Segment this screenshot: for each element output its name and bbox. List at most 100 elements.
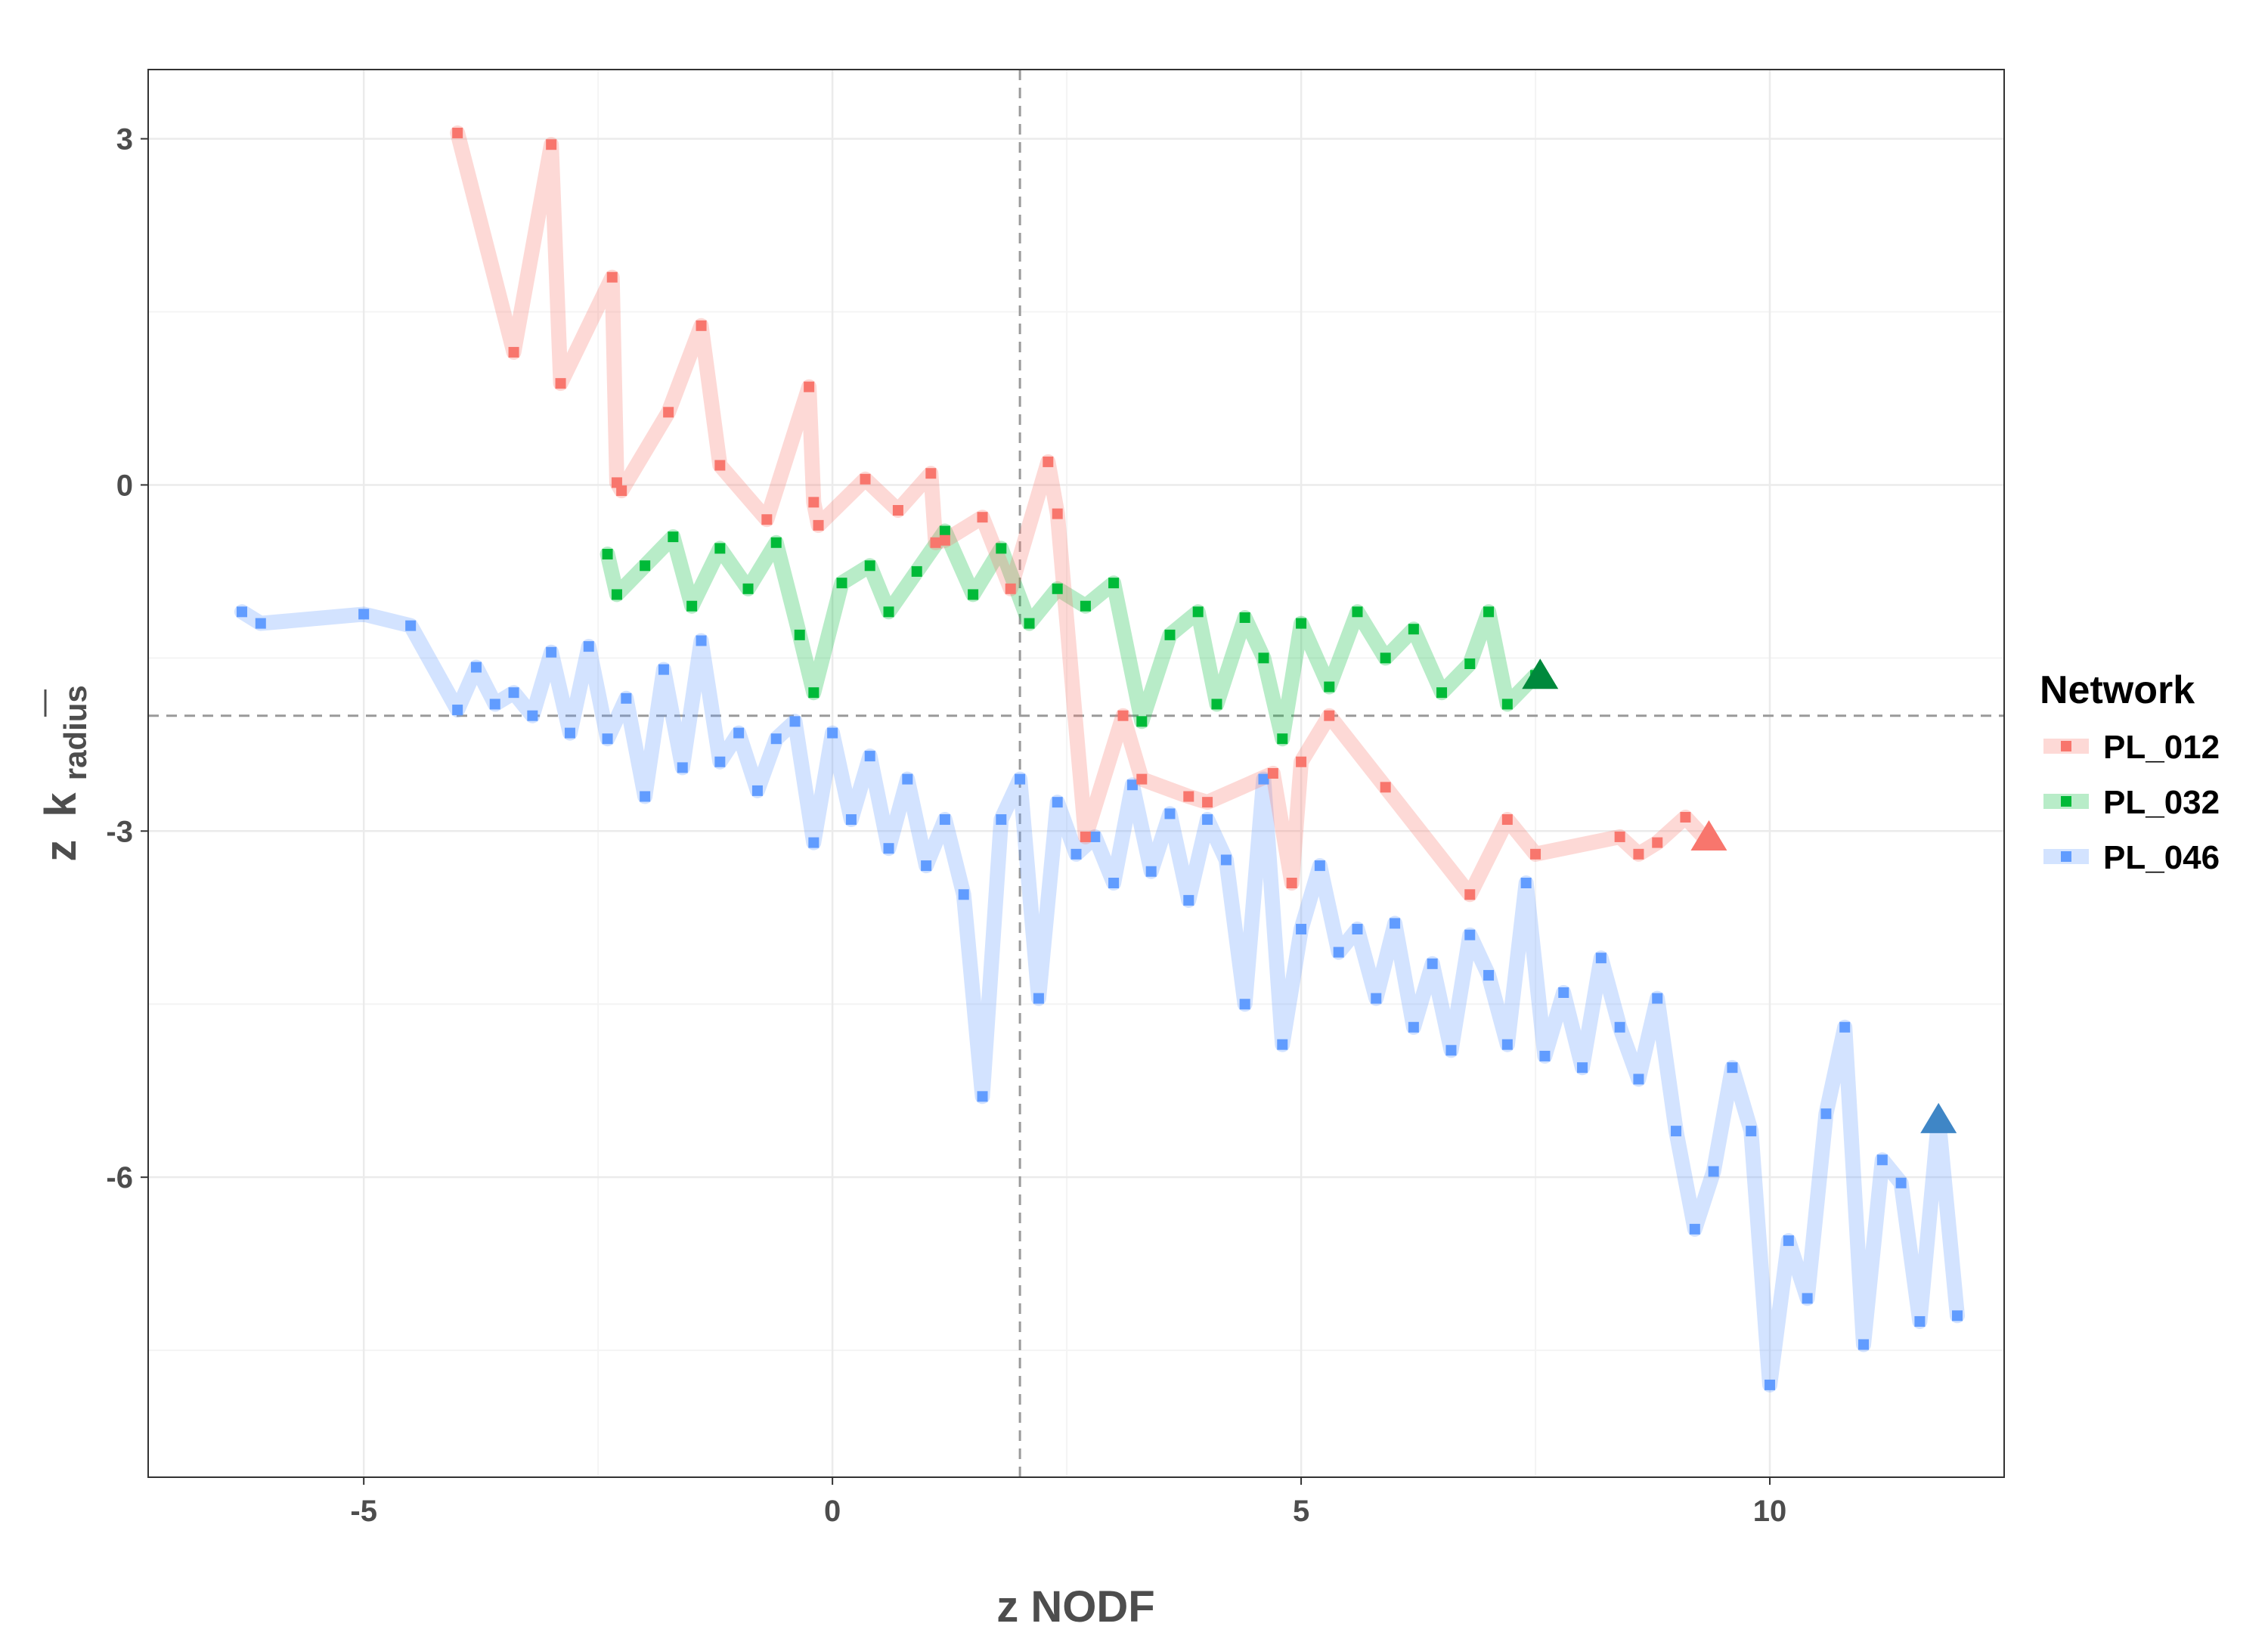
data-point-PL_046 <box>564 727 575 739</box>
plot-border <box>147 69 2005 1478</box>
data-point-PL_012 <box>892 505 903 516</box>
x-tick-label: 5 <box>1293 1495 1309 1528</box>
data-point-PL_012 <box>860 473 871 485</box>
data-point-PL_012 <box>761 514 773 525</box>
data-point-PL_032 <box>1296 618 1307 629</box>
y-tick-label: 0 <box>116 469 133 502</box>
data-point-PL_046 <box>1765 1379 1776 1390</box>
data-point-PL_046 <box>1258 773 1269 785</box>
data-point-PL_046 <box>1070 848 1082 860</box>
data-point-PL_012 <box>1501 814 1513 826</box>
legend-title: Network <box>2040 668 2195 712</box>
data-point-PL_012 <box>1117 710 1129 721</box>
data-point-PL_046 <box>1220 854 1232 866</box>
series-line-PL_032 <box>600 523 1544 747</box>
data-point-PL_012 <box>1296 756 1307 767</box>
data-point-PL_046 <box>1577 1062 1588 1074</box>
data-point-PL_046 <box>1708 1166 1719 1177</box>
data-point-PL_032 <box>1192 606 1204 618</box>
data-point-PL_046 <box>1164 808 1176 820</box>
data-point-PL_046 <box>546 646 557 658</box>
data-point-PL_032 <box>1380 652 1391 664</box>
data-point-PL_012 <box>1530 848 1541 860</box>
data-point-PL_012 <box>714 460 726 471</box>
data-point-PL_046 <box>1239 999 1250 1010</box>
data-point-PL_046 <box>1202 814 1213 826</box>
data-point-PL_032 <box>939 525 950 537</box>
series-points <box>236 127 1963 1390</box>
data-point-PL_046 <box>1501 1039 1513 1050</box>
data-point-PL_046 <box>958 889 969 900</box>
data-point-PL_046 <box>470 661 482 673</box>
end-marker-PL_032 <box>1522 658 1559 689</box>
data-point-PL_012 <box>1043 456 1054 467</box>
end-marker-PL_012 <box>1690 820 1727 850</box>
data-point-PL_012 <box>1183 791 1194 802</box>
data-point-PL_012 <box>1464 889 1476 900</box>
data-point-PL_012 <box>1286 877 1297 888</box>
data-point-PL_032 <box>640 560 651 572</box>
data-point-PL_046 <box>827 727 838 739</box>
data-point-PL_046 <box>1614 1021 1625 1033</box>
data-point-PL_046 <box>751 785 763 796</box>
data-point-PL_046 <box>1445 1045 1457 1056</box>
svg-text:z k radius: z k radius <box>36 685 93 862</box>
data-point-PL_012 <box>1202 797 1213 808</box>
data-point-PL_012 <box>939 534 950 546</box>
data-point-PL_032 <box>1436 687 1448 699</box>
data-point-PL_012 <box>925 468 937 479</box>
data-point-PL_012 <box>611 477 622 488</box>
data-point-PL_032 <box>1483 606 1495 618</box>
data-point-PL_046 <box>977 1091 988 1102</box>
data-point-PL_046 <box>808 837 820 848</box>
data-point-PL_046 <box>1633 1074 1644 1085</box>
legend-key-point-PL_046 <box>2061 851 2071 862</box>
data-point-PL_012 <box>808 497 820 508</box>
data-point-PL_046 <box>1820 1108 1832 1120</box>
data-point-PL_046 <box>1671 1126 1682 1137</box>
data-point-PL_032 <box>1052 583 1063 594</box>
y-axis-title-base: k <box>36 792 85 817</box>
legend-label-PL_046: PL_046 <box>2103 839 2220 876</box>
data-point-PL_012 <box>1680 811 1691 823</box>
data-point-PL_046 <box>405 620 417 631</box>
legend-key-point-PL_032 <box>2061 796 2071 807</box>
data-point-PL_046 <box>583 641 594 652</box>
data-point-PL_032 <box>911 565 922 577</box>
data-point-PL_046 <box>1876 1154 1888 1166</box>
data-point-PL_046 <box>621 692 632 704</box>
data-point-PL_046 <box>1802 1293 1813 1304</box>
data-point-PL_046 <box>1539 1050 1551 1061</box>
data-point-PL_032 <box>1324 681 1335 692</box>
data-point-PL_046 <box>939 814 950 826</box>
data-point-PL_046 <box>1727 1062 1738 1074</box>
data-point-PL_012 <box>663 407 674 418</box>
data-point-PL_032 <box>808 687 820 699</box>
data-point-PL_046 <box>1427 958 1438 969</box>
data-point-PL_032 <box>686 600 698 612</box>
data-point-PL_012 <box>1005 583 1016 594</box>
data-point-PL_032 <box>883 606 894 618</box>
data-point-PL_046 <box>1108 877 1120 888</box>
data-point-PL_032 <box>714 543 726 554</box>
end-marker-PL_046 <box>1920 1102 1957 1133</box>
data-point-PL_046 <box>1033 993 1044 1004</box>
data-point-PL_046 <box>1858 1339 1870 1350</box>
data-point-PL_046 <box>1296 924 1307 935</box>
x-tick-label: 10 <box>1753 1495 1787 1528</box>
data-point-PL_046 <box>1371 993 1382 1004</box>
data-point-PL_046 <box>1183 894 1194 906</box>
data-point-PL_012 <box>606 271 618 283</box>
end-markers <box>1522 658 1957 1133</box>
data-point-PL_046 <box>489 699 500 710</box>
data-point-PL_046 <box>789 716 801 727</box>
data-point-PL_046 <box>1783 1235 1794 1247</box>
data-point-PL_046 <box>1746 1126 1757 1137</box>
data-point-PL_046 <box>452 705 463 716</box>
data-point-PL_046 <box>1558 987 1569 998</box>
data-point-PL_032 <box>602 549 613 560</box>
data-point-PL_046 <box>658 664 669 675</box>
data-point-PL_012 <box>1052 508 1063 519</box>
data-point-PL_012 <box>1652 837 1663 848</box>
